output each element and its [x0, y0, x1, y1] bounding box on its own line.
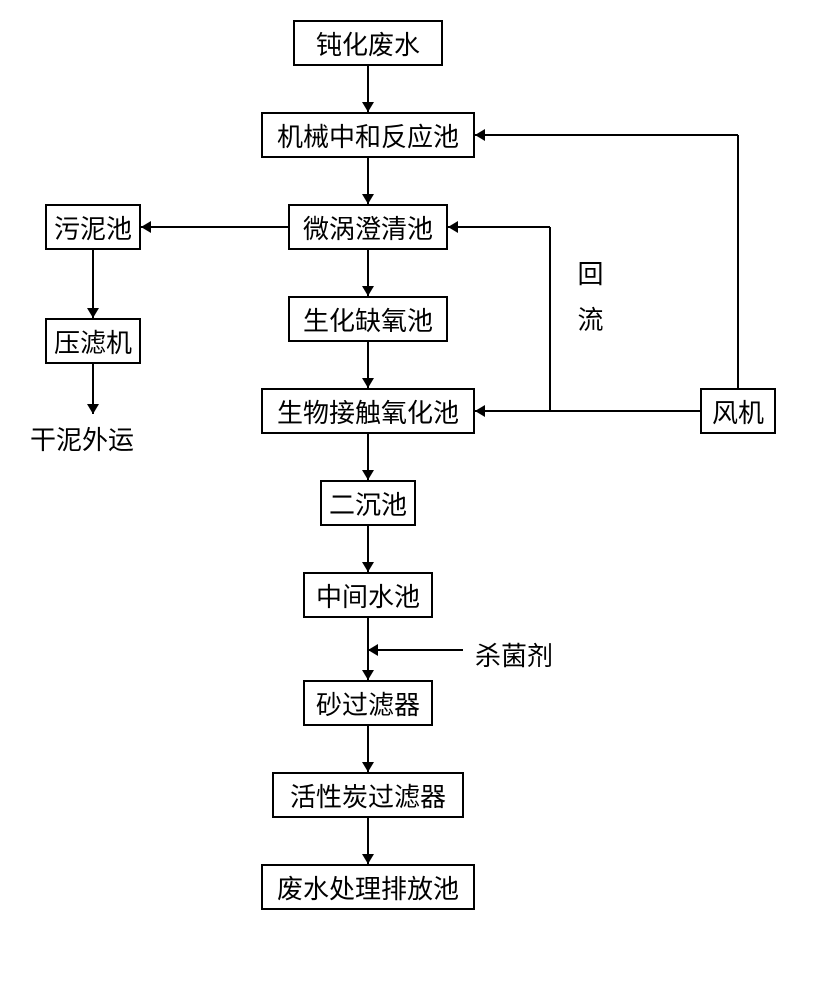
node-press: 压滤机: [45, 318, 141, 364]
node-n3: 微涡澄清池: [288, 204, 448, 250]
label-bactericide: 杀菌剂: [475, 636, 553, 673]
node-label: 生物接触氧化池: [277, 393, 459, 430]
node-n9: 活性炭过滤器: [272, 772, 464, 818]
label-reflux: 回流: [570, 260, 607, 352]
node-n2: 机械中和反应池: [261, 112, 475, 158]
node-label: 二沉池: [329, 485, 407, 522]
node-label: 活性炭过滤器: [290, 777, 446, 814]
node-label: 中间水池: [316, 577, 420, 614]
node-n10: 废水处理排放池: [261, 864, 475, 910]
node-sludge: 污泥池: [45, 204, 141, 250]
node-n5: 生物接触氧化池: [261, 388, 475, 434]
label-text: 干泥外运: [30, 426, 134, 455]
node-n7: 中间水池: [303, 572, 433, 618]
node-label: 压滤机: [54, 323, 132, 360]
node-label: 微涡澄清池: [303, 209, 433, 246]
node-label: 钝化废水: [316, 25, 420, 62]
node-n6: 二沉池: [320, 480, 416, 526]
node-n4: 生化缺氧池: [288, 296, 448, 342]
node-label: 机械中和反应池: [277, 117, 459, 154]
node-fan: 风机: [700, 388, 776, 434]
label-dry-mud: 干泥外运: [30, 420, 134, 457]
label-text: 杀菌剂: [475, 642, 553, 671]
node-n8: 砂过滤器: [303, 680, 433, 726]
node-label: 风机: [712, 393, 764, 430]
node-n1: 钝化废水: [293, 20, 443, 66]
node-label: 废水处理排放池: [277, 869, 459, 906]
node-label: 砂过滤器: [316, 685, 420, 722]
node-label: 污泥池: [54, 209, 132, 246]
label-text: 回流: [574, 260, 603, 352]
node-label: 生化缺氧池: [303, 301, 433, 338]
